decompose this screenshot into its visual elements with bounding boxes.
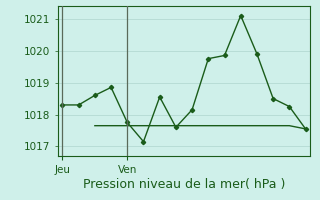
X-axis label: Pression niveau de la mer( hPa ): Pression niveau de la mer( hPa ) bbox=[83, 178, 285, 191]
